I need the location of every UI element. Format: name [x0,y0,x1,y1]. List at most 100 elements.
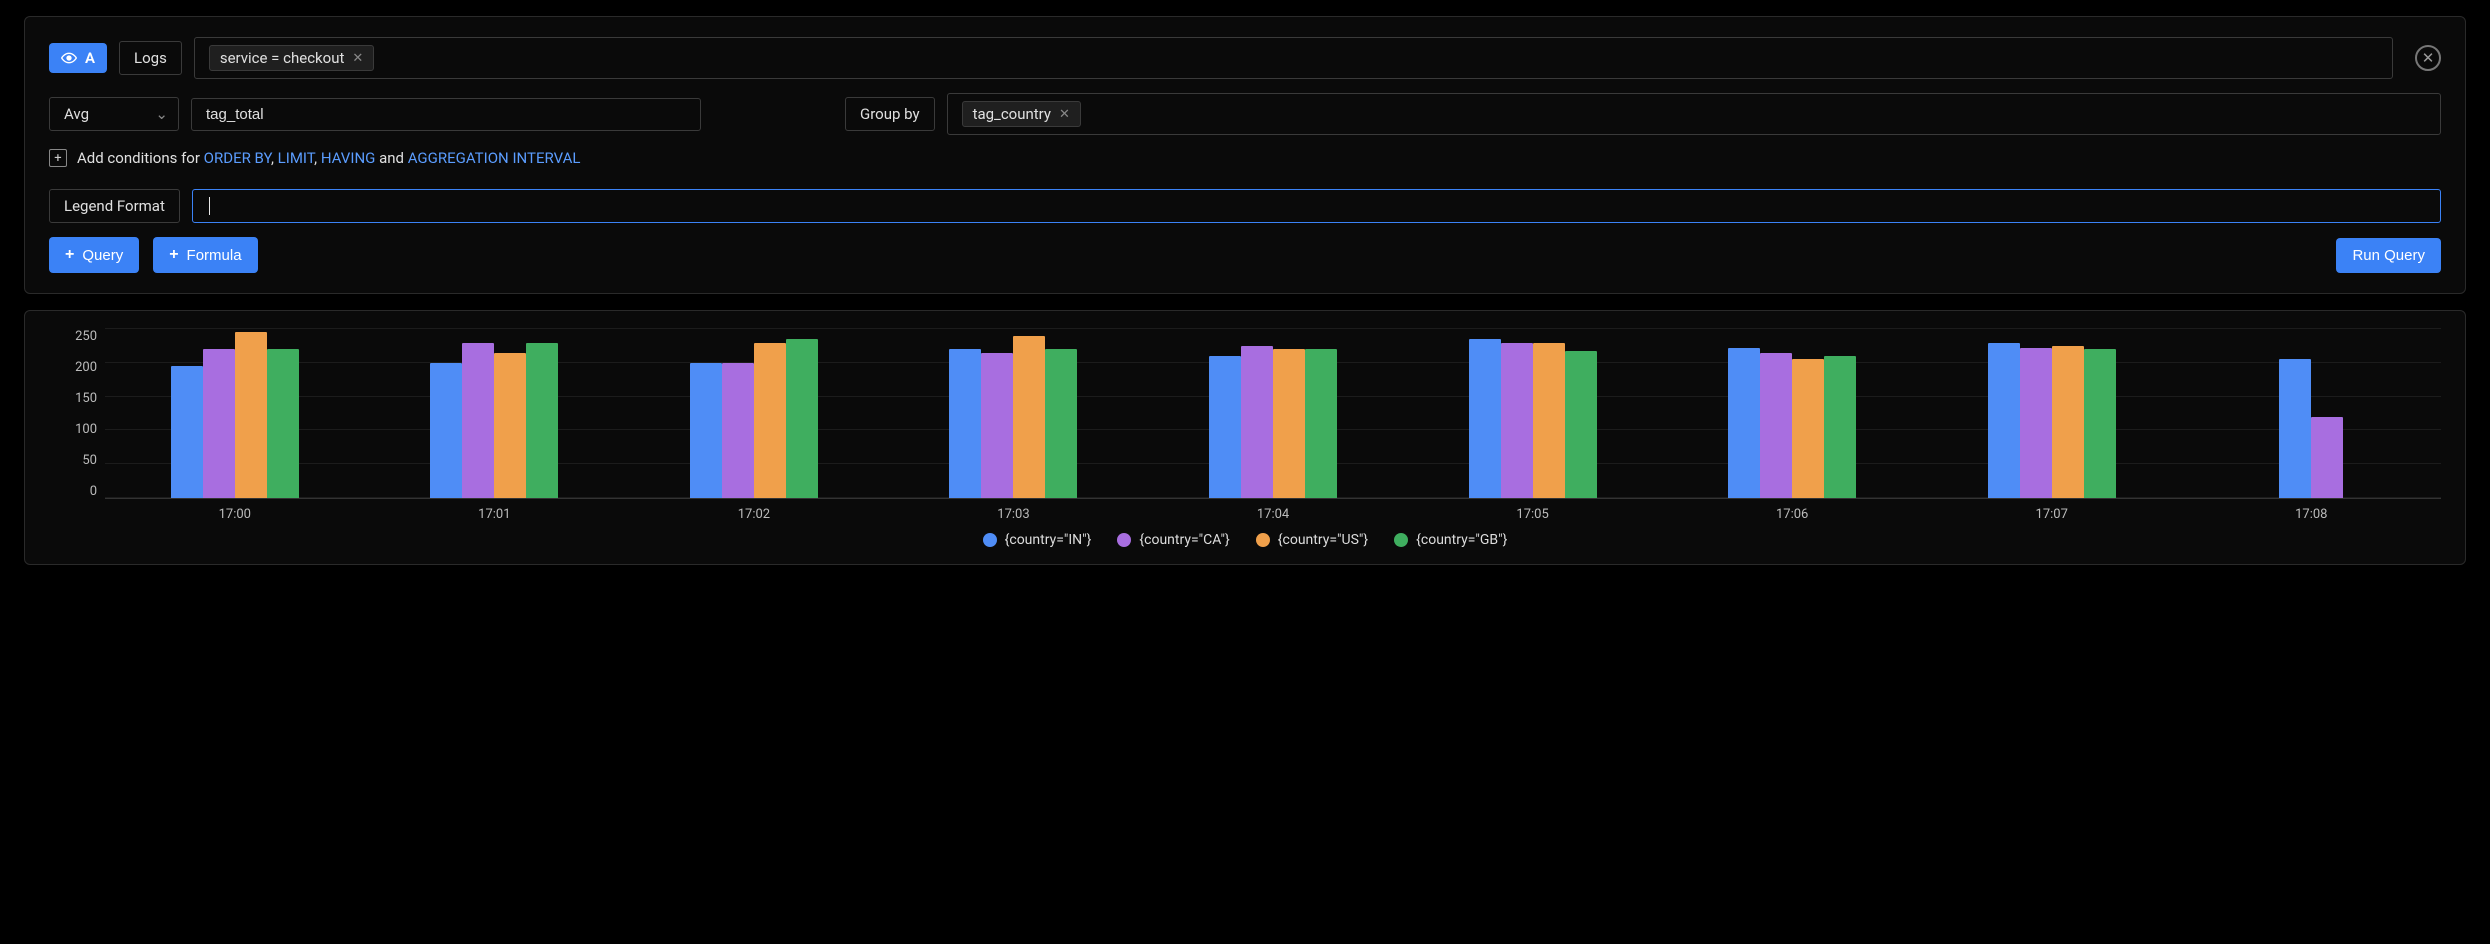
add-query-button[interactable]: + Query [49,237,139,273]
bar[interactable] [235,332,267,498]
legend-format-input[interactable] [192,189,2441,223]
legend-item[interactable]: {country="GB"} [1394,532,1507,548]
bar[interactable] [949,349,981,498]
agg-interval-link[interactable]: AGGREGATION INTERVAL [408,149,581,167]
bar[interactable] [1273,349,1305,498]
bar[interactable] [2084,349,2116,498]
eye-icon [61,50,77,66]
legend-item[interactable]: {country="IN"} [983,532,1092,548]
bar[interactable] [1045,349,1077,498]
bar-group [1143,329,1403,498]
add-condition-button[interactable]: + [49,149,67,167]
close-icon[interactable]: ✕ [1059,107,1070,122]
query-visibility-badge[interactable]: A [49,43,107,73]
bar[interactable] [786,339,818,498]
having-link[interactable]: HAVING [321,149,376,167]
bar[interactable] [1241,346,1273,498]
x-tick-label: 17:07 [1922,499,2182,522]
bar[interactable] [1209,356,1241,498]
legend-swatch [1394,533,1408,547]
remove-query-button[interactable]: ✕ [2415,45,2441,71]
aggregation-value: Avg [64,105,89,123]
y-axis: 250200150100500 [49,329,105,499]
plus-icon: + [65,246,74,264]
bar[interactable] [462,343,494,498]
query-row-1: A Logs service = checkout ✕ ✕ [49,37,2441,79]
bar[interactable] [203,349,235,498]
filter-chip[interactable]: service = checkout ✕ [209,45,374,71]
actions-row: + Query + Formula Run Query [49,237,2441,273]
bar[interactable] [267,349,299,498]
x-tick-label: 17:02 [624,499,884,522]
group-by-chip[interactable]: tag_country ✕ [962,101,1081,127]
y-tick-label: 200 [75,360,97,375]
conditions-row: + Add conditions for ORDER BY, LIMIT, HA… [49,149,2441,167]
bar[interactable] [494,353,526,498]
chart-area: 250200150100500 [49,329,2441,499]
bar[interactable] [1305,349,1337,498]
bar-group [105,329,365,498]
bar[interactable] [1824,356,1856,498]
legend-label: {country="GB"} [1416,532,1507,548]
bar[interactable] [1501,343,1533,498]
legend-swatch [1256,533,1270,547]
filter-input[interactable]: service = checkout ✕ [194,37,2393,79]
group-by-label-text: Group by [860,105,920,123]
plus-icon: + [169,246,178,264]
bar[interactable] [1469,339,1501,498]
legend-swatch [983,533,997,547]
chart-panel: 250200150100500 17:0017:0117:0217:0317:0… [24,310,2466,565]
query-row-2: Avg ⌄ Group by tag_country ✕ [49,93,2441,135]
bar[interactable] [754,343,786,498]
metric-input[interactable] [191,98,701,131]
conditions-sep: , [271,149,278,167]
bar[interactable] [526,343,558,498]
bar[interactable] [1792,359,1824,498]
chart-plot[interactable] [105,329,2441,499]
group-by-input[interactable]: tag_country ✕ [947,93,2441,135]
conditions-sep: , [314,149,321,167]
chevron-down-icon: ⌄ [155,105,168,123]
aggregation-select[interactable]: Avg ⌄ [49,97,179,131]
bar[interactable] [1988,343,2020,498]
text-cursor [209,197,210,215]
conditions-prefix: Add conditions for [77,149,204,167]
legend-label: {country="IN"} [1005,532,1092,548]
bar[interactable] [1760,353,1792,498]
legend-item[interactable]: {country="US"} [1256,532,1368,548]
bar[interactable] [690,363,722,498]
add-formula-button[interactable]: + Formula [153,237,257,273]
legend-label: {country="US"} [1278,532,1368,548]
conditions-and: and [375,149,407,167]
bar-group [2182,329,2442,498]
bar[interactable] [1013,336,1045,498]
x-tick-label: 17:05 [1403,499,1663,522]
legend-format-label: Legend Format [49,189,180,223]
add-query-label: Query [82,247,123,264]
bar[interactable] [1565,351,1597,498]
legend-swatch [1117,533,1131,547]
bar[interactable] [1728,348,1760,498]
bar[interactable] [2020,348,2052,498]
bar[interactable] [1533,343,1565,498]
bar[interactable] [2052,346,2084,498]
order-by-link[interactable]: ORDER BY [204,149,271,167]
group-by-chip-text: tag_country [973,105,1051,123]
bar[interactable] [981,353,1013,498]
conditions-text: Add conditions for ORDER BY, LIMIT, HAVI… [77,149,580,167]
bar[interactable] [430,363,462,498]
x-tick-label: 17:00 [105,499,365,522]
bar[interactable] [2311,417,2343,498]
close-icon[interactable]: ✕ [352,51,363,66]
add-formula-label: Formula [187,247,242,264]
legend-format-label-text: Legend Format [64,197,165,215]
legend-item[interactable]: {country="CA"} [1117,532,1229,548]
bar[interactable] [722,363,754,498]
run-query-label: Run Query [2352,247,2425,264]
source-select[interactable]: Logs [119,41,182,75]
bar[interactable] [2279,359,2311,498]
bar[interactable] [171,366,203,498]
limit-link[interactable]: LIMIT [278,149,314,167]
legend-format-row: Legend Format [49,189,2441,223]
run-query-button[interactable]: Run Query [2336,238,2441,273]
